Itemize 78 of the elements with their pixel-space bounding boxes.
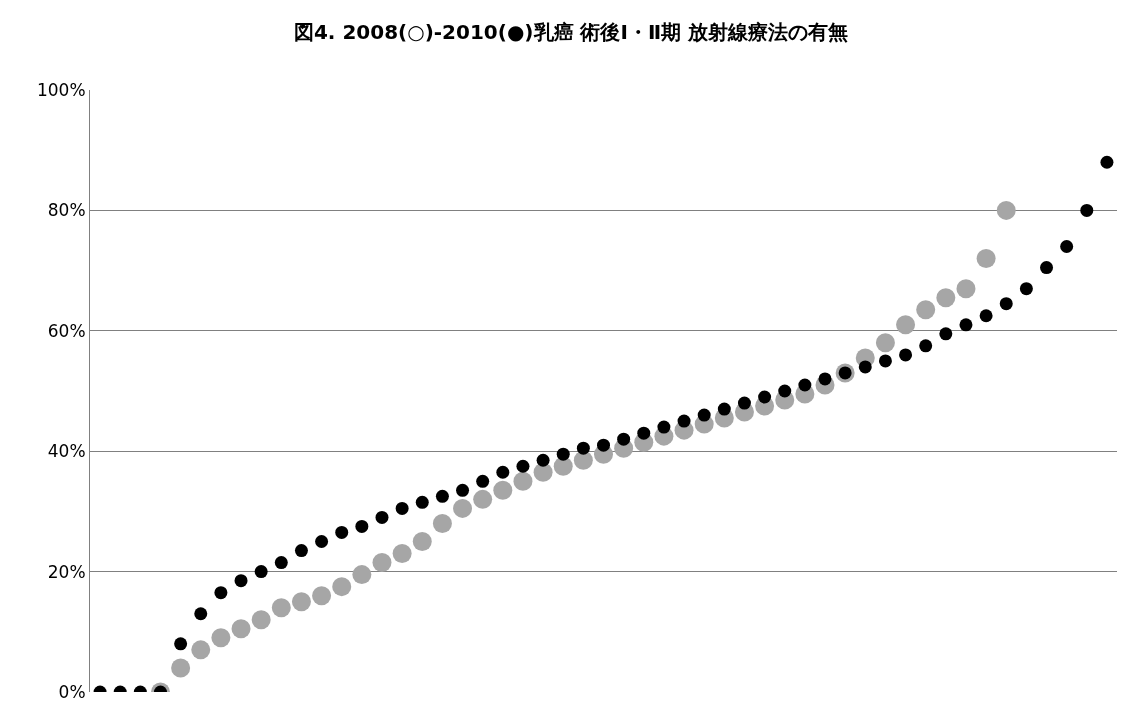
point bbox=[875, 333, 895, 353]
point bbox=[1100, 155, 1114, 169]
point bbox=[979, 309, 993, 323]
point bbox=[496, 465, 510, 479]
point bbox=[878, 354, 892, 368]
point bbox=[513, 471, 533, 491]
point bbox=[737, 396, 751, 410]
y-tick-label: 0% bbox=[58, 681, 86, 702]
point bbox=[657, 420, 671, 434]
point bbox=[335, 525, 349, 539]
point bbox=[697, 408, 711, 422]
point bbox=[294, 544, 308, 558]
point bbox=[1019, 282, 1033, 296]
point bbox=[556, 447, 570, 461]
point bbox=[231, 619, 251, 639]
y-tick-label: 20% bbox=[47, 561, 86, 582]
point bbox=[858, 360, 872, 374]
y-tick-label: 100% bbox=[36, 79, 86, 100]
point bbox=[372, 553, 392, 573]
point bbox=[194, 607, 208, 621]
point bbox=[274, 556, 288, 570]
point bbox=[435, 489, 449, 503]
point bbox=[352, 565, 372, 585]
point bbox=[174, 637, 188, 651]
point bbox=[171, 658, 191, 678]
point bbox=[191, 640, 211, 660]
point bbox=[315, 535, 329, 548]
point bbox=[956, 279, 976, 299]
point bbox=[415, 495, 429, 509]
point bbox=[476, 474, 490, 488]
point bbox=[576, 441, 590, 455]
point bbox=[597, 438, 610, 452]
point bbox=[959, 318, 973, 332]
point bbox=[617, 432, 631, 446]
point bbox=[214, 586, 228, 600]
point bbox=[1080, 203, 1094, 217]
point bbox=[432, 513, 452, 533]
point bbox=[271, 598, 291, 618]
point bbox=[916, 300, 936, 320]
point bbox=[637, 426, 651, 440]
point bbox=[939, 327, 953, 341]
point bbox=[778, 384, 792, 398]
point bbox=[1040, 261, 1054, 275]
point bbox=[717, 402, 731, 416]
y-tick-label: 60% bbox=[47, 320, 86, 341]
y-tick-label: 40% bbox=[47, 441, 86, 462]
point bbox=[456, 483, 470, 497]
y-tick-label: 80% bbox=[47, 200, 86, 221]
point bbox=[355, 519, 369, 533]
point bbox=[453, 498, 473, 518]
point bbox=[798, 378, 812, 392]
point bbox=[412, 532, 432, 551]
point bbox=[234, 574, 248, 588]
point bbox=[996, 200, 1016, 220]
point bbox=[899, 348, 913, 362]
point bbox=[896, 315, 916, 335]
point bbox=[1060, 240, 1074, 254]
point bbox=[758, 390, 772, 404]
point bbox=[473, 489, 493, 509]
point bbox=[211, 628, 231, 648]
point bbox=[395, 501, 409, 515]
point bbox=[536, 453, 550, 467]
point bbox=[493, 480, 513, 500]
point bbox=[976, 249, 996, 269]
point bbox=[516, 459, 530, 473]
point bbox=[677, 414, 691, 428]
point bbox=[312, 586, 332, 606]
point bbox=[332, 577, 352, 597]
point bbox=[919, 339, 933, 353]
point bbox=[936, 288, 956, 308]
point bbox=[999, 297, 1013, 311]
point bbox=[392, 544, 412, 564]
point bbox=[254, 565, 268, 579]
chart-title: 図4. 2008(○)-2010(●)乳癌 術後Ⅰ・Ⅱ期 放射線療法の有無 bbox=[293, 20, 849, 45]
point bbox=[375, 510, 389, 524]
point bbox=[818, 372, 832, 386]
point bbox=[251, 610, 271, 630]
point bbox=[291, 592, 311, 612]
